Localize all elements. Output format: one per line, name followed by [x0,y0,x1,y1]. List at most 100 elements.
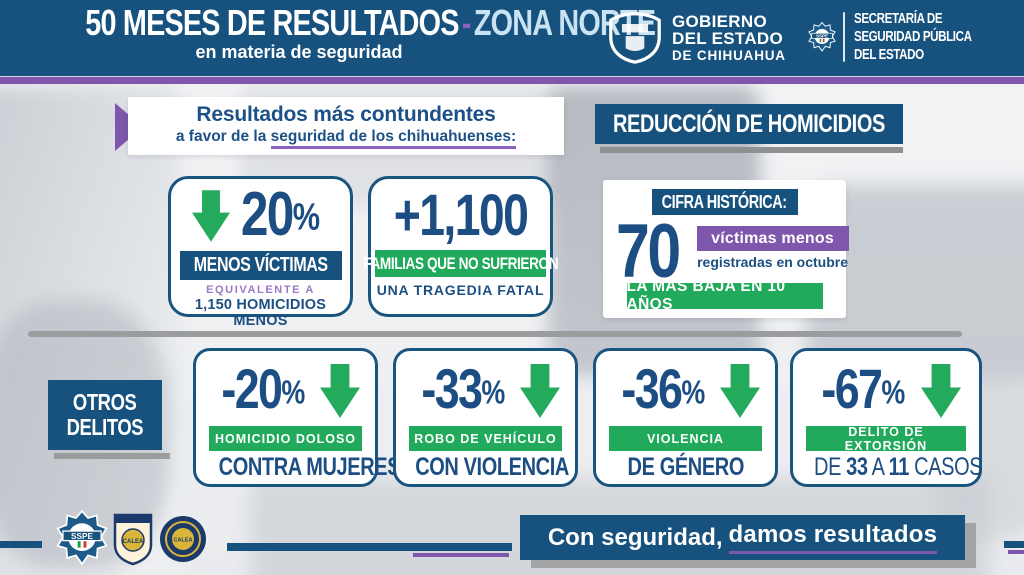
purple-accent-stripe [0,76,1024,84]
percent-sign: % [881,374,905,412]
historic-highlight-bar: víctimas menos [696,226,849,251]
crime-title: CON VIOLENCIA [415,453,569,481]
footer-right-dash-navy [1004,541,1024,548]
historic-number: 70 [616,209,681,294]
victims-stat-card: 20% MENOS VÍCTIMAS EQUIVALENTE A 1,150 H… [168,176,353,329]
intro-banner: Resultados más contundentes a favor de l… [128,97,564,155]
historic-footer-bar: LA MÁS BAJA EN 10 AÑOS [626,278,823,313]
other-crimes-line2: DELITOS [66,414,144,440]
sspe-badge-icon: SSPE [808,21,836,52]
historic-value-row: 70 víctimas menos registradas en octubre [616,209,849,294]
historic-detail-column: víctimas menos registradas en octubre [696,216,849,270]
svg-text:SSPE: SSPE [71,532,93,541]
equivalence-label: EQUIVALENTE A [206,284,315,296]
crime-title-seg: A [867,453,889,481]
stat-value-row: -33% [396,360,575,422]
title-dash: - [461,2,472,43]
historic-figure-card: CIFRA HISTÓRICA: 70 víctimas menos regis… [603,180,849,318]
families-stat-card: +1,100 FAMILIAS QUE NO SUFRIERON UNA TRA… [363,176,558,317]
stat-sublabel: UNA TRAGEDIA FATAL [376,282,545,298]
footer-left-dash [0,541,42,548]
historic-tag-bar: CIFRA HISTÓRICA: [651,189,798,215]
stat-number: -20 [220,356,283,420]
stat-value-row: -36% [596,360,775,422]
crime-title: CONTRA MUJERES [218,453,401,481]
title-region-text: ZONA NORTE [473,2,656,43]
stat-label-text: FAMILIAS QUE NO SUFRIERON [363,253,558,273]
crime-stat-card-violencia-genero: -36% VIOLENCIA DE GÉNERO [593,348,778,487]
slogan-banner: Con seguridad, damos resultados [520,515,965,560]
stat-label-bar: FAMILIAS QUE NO SUFRIERON [363,250,558,277]
calea-seal-icon: CALEA [160,516,206,562]
stat-value: -20% [221,360,305,421]
sspe-line3: DEL ESTADO [854,47,924,63]
stat-value: -36% [621,360,705,421]
stat-value: +1,100 [393,183,529,248]
crime-stat-card-homicidio-doloso: -20% HOMICIDIO DOLOSO CONTRA MUJERES [193,348,401,487]
title-main-text: 50 MESES DE RESULTADOS [85,2,459,43]
intro-line1: Resultados más contundentes [196,103,496,126]
equivalence-value: 1,150 HOMICIDIOS MENOS [194,297,327,329]
crime-tag-bar: HOMICIDIO DOLOSO [208,426,363,451]
percent-sign: % [280,374,305,412]
down-arrow-icon [191,190,230,242]
crime-tag-text: ROBO DE VEHÍCULO [414,431,557,446]
historic-tag-text: CIFRA HISTÓRICA: [661,191,788,212]
down-arrow-icon [920,363,961,419]
homicide-title-text: REDUCCIÓN DE HOMICIDIOS [613,109,885,138]
stat-value-row: -67% [793,360,979,422]
stat-label-text: MENOS VÍCTIMAS [193,254,328,276]
header-title-block: 50 MESES DE RESULTADOS-ZONA NORTE en mat… [14,2,656,63]
crime-title-num: 11 [888,453,910,481]
crime-title: DE 33 A 11 CASOS [814,453,983,481]
stat-value-row: -20% [196,360,375,422]
percent-sign: % [480,374,505,412]
header-subtitle: en materia de seguridad [195,42,403,62]
sspe-badge-text: SSPE [816,33,828,38]
crime-title: DE GÉNERO [627,453,744,481]
stat-number: -67 [821,356,883,420]
down-arrow-icon [720,363,761,419]
crime-stat-card-robo-vehiculo: -33% ROBO DE VEHÍCULO CON VIOLENCIA [393,348,578,487]
stat-value-row: 20% [171,183,350,248]
gov-line3: DE CHIHUAHUA [672,47,786,63]
stat-value: 20% [241,183,320,248]
other-crimes-line1: OTROS [73,389,137,415]
gov-line2: DEL ESTADO [672,28,783,48]
crime-stat-card-extorsion: -67% DELITO DE EXTORSIÓN DE 33 A 11 CASO… [790,348,983,487]
historic-detail-text: registradas en octubre [697,254,849,270]
chihuahua-shield-icon [609,12,661,64]
homicide-section-title: REDUCCIÓN DE HOMICIDIOS [595,104,903,144]
crime-tag-bar: DELITO DE EXTORSIÓN [806,425,966,453]
intro-line2: a favor de la seguridad de los chihuahue… [128,128,564,149]
svg-text:CALEA: CALEA [123,539,144,545]
gov-logo-text: GOBIERNO DEL ESTADO DE CHIHUAHUA [672,13,786,64]
sspe-badge-icon: SSPE [56,509,108,566]
header-bar: 50 MESES DE RESULTADOS-ZONA NORTE en mat… [0,0,1024,76]
crime-tag-text: HOMICIDIO DOLOSO [215,431,356,446]
sspe-logo-text: SECRETARÍA DE SEGURIDAD PÚBLICA DEL ESTA… [854,10,1024,64]
intro-line2-underlined: seguridad de los chihuahuenses: [270,128,517,149]
title-underline-bar [600,147,903,153]
crime-title-num: 33 [846,453,868,481]
down-arrow-icon [520,363,561,419]
slogan-bold-text: damos resultados [728,521,938,554]
footer-divider-line [227,543,512,551]
intro-line2-prefix: a favor de la [175,128,271,145]
crime-tag-bar: VIOLENCIA [608,426,763,451]
stat-number: -36 [620,356,683,420]
stat-label-bar: MENOS VÍCTIMAS [179,251,342,280]
sspe-line2: SEGURIDAD PÚBLICA [854,29,972,45]
crime-tag-text: VIOLENCIA [646,431,725,446]
down-arrow-icon [320,363,361,419]
footer-purple-line [413,553,509,557]
calea-shield-icon: CALEA [113,513,153,566]
sspe-logo-lockup: SSPE SECRETARÍA DE SEGURIDAD PÚBLICA DEL… [808,5,1024,69]
crime-tag-bar: ROBO DE VEHÍCULO [408,426,563,451]
svg-text:CALEA: CALEA [174,538,193,544]
slogan-regular-text: Con seguridad, [547,523,723,551]
stat-number: -33 [420,356,483,420]
section-divider-bar [28,331,962,337]
stat-value: -33% [421,360,505,421]
crime-title-seg: DE [814,453,847,481]
